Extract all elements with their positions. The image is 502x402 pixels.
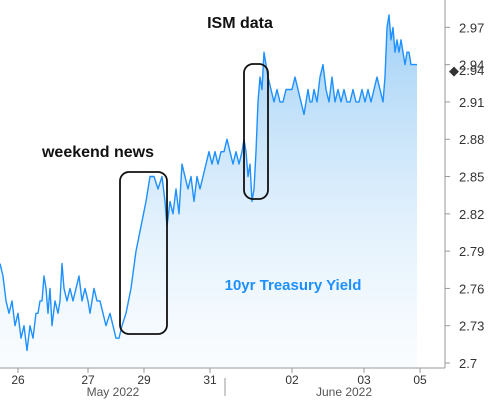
weekend-news-box [119,171,168,335]
series-area [0,14,417,369]
ism-data-box [243,63,269,200]
y-tick-label: 2.85 [459,170,484,185]
y-tick-label: 2.82 [459,207,484,222]
ism-data-label: ISM data [207,15,273,32]
y-tick-label: 2.94 [459,58,484,73]
x-tick-label: 05 [413,373,427,387]
current-value-marker: ◆ [449,63,459,78]
y-tick-label: 2.91 [459,95,484,110]
y-tick-label: 2.73 [459,319,484,334]
y-tick-label: 2.76 [459,281,484,296]
series-line [0,14,417,352]
series-label: 10yr Treasury Yield [225,277,362,294]
y-tick-label: 2.88 [459,132,484,147]
plot-area [0,14,417,369]
month-label-june: June 2022 [316,385,372,399]
y-axis: 2.972.942.912.882.852.822.792.762.732.7 … [444,0,484,371]
annotations: ISM data weekend news 10yr Treasury Yiel… [41,15,362,335]
x-tick-label: 31 [203,373,217,387]
x-tick-label: 26 [11,373,25,387]
y-tick-label: 2.97 [459,20,484,35]
x-axis: 26 27 29 31 02 03 05 May 2022 June 2022 [0,367,445,399]
month-label-may: May 2022 [87,385,140,399]
y-tick-label: 2.79 [459,244,484,259]
x-tick-label: 29 [137,373,151,387]
y-tick-label: 2.7 [459,356,477,371]
current-value-label: 2.94 [459,63,484,78]
x-tick-label: 02 [285,373,299,387]
x-tick-label: 27 [81,373,95,387]
x-tick-label: 03 [357,373,371,387]
weekend-news-label: weekend news [41,144,154,161]
